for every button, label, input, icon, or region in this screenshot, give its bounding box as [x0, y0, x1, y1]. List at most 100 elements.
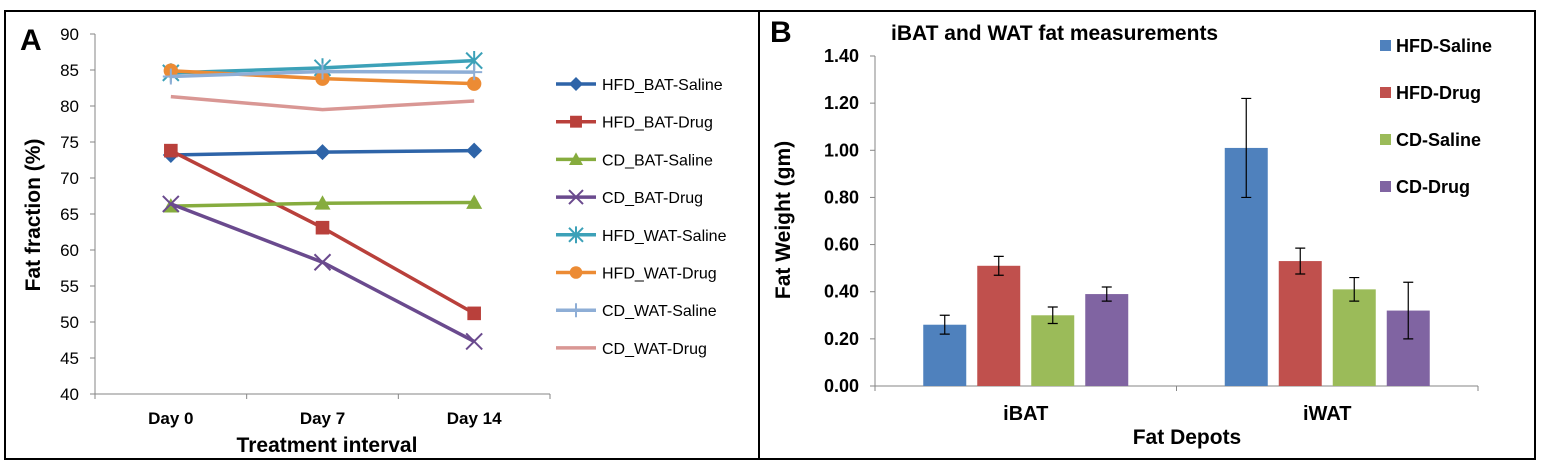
point-marker	[466, 64, 483, 81]
point-marker	[466, 76, 482, 91]
bar-cd-saline-ibat	[1031, 315, 1075, 386]
panel-a-series-hfd-bat-saline	[162, 142, 483, 163]
point-marker	[569, 266, 583, 279]
panel-b-label: B	[770, 16, 792, 49]
panel-a-x-tick-label: Day 14	[447, 409, 502, 428]
legend-label: CD_BAT-Drug	[602, 190, 703, 207]
panel-a-series-cd-bat-saline	[162, 194, 483, 213]
point-marker	[466, 194, 483, 209]
panel-a-plot: 40 45 50 55 60 65 70 75 80 85 90 Day 0 Day 7 Day 14 HF…	[60, 25, 726, 428]
point-marker	[569, 303, 583, 318]
point-marker	[569, 77, 583, 91]
panel-a-y-tick-label: 50	[60, 313, 79, 332]
legend-label: HFD_BAT-Drug	[602, 115, 713, 132]
panel-a-legend-item: CD_BAT-Drug	[556, 189, 703, 207]
panel-a-y-tick-label: 40	[60, 385, 79, 404]
error-bar	[1047, 306, 1058, 325]
panel-a-x-tick-label: Day 0	[148, 409, 193, 428]
error-bar	[1241, 97, 1252, 199]
legend-label: CD_WAT-Saline	[602, 303, 717, 320]
point-marker	[164, 143, 178, 158]
point-marker	[568, 189, 584, 205]
panel-a-label: A	[20, 24, 42, 57]
panel-b-y-tick-label: 0.20	[824, 329, 859, 349]
panel-a-y-tick-label: 85	[60, 61, 79, 80]
error-bar	[1295, 247, 1306, 275]
bar-hfd-drug-ibat	[977, 265, 1021, 386]
point-marker	[466, 142, 483, 159]
panel-b-y-tick-label: 0.40	[824, 282, 859, 302]
error-bar	[1101, 286, 1112, 302]
point-marker	[568, 226, 584, 244]
panel-b-legend-item: HFD-Drug	[1380, 83, 1481, 103]
panel-b-legend-item: CD-Saline	[1380, 130, 1481, 150]
series-line	[170, 94, 475, 112]
legend-label: HFD-Drug	[1396, 83, 1481, 103]
point-marker	[314, 144, 331, 161]
error-bar	[939, 314, 950, 335]
bar-cd-drug-ibat	[1085, 294, 1129, 386]
legend-label: CD_WAT-Drug	[602, 341, 707, 358]
panel-a-legend-item: CD_WAT-Saline	[556, 303, 717, 320]
panel-b-x-tick-label: iBAT	[1003, 403, 1048, 425]
point-marker	[569, 152, 583, 165]
legend-label: HFD-Saline	[1396, 36, 1492, 56]
panel-a-legend-item: CD_WAT-Drug	[556, 341, 707, 358]
panel-a-y-tick-label: 70	[60, 169, 79, 188]
panel-a-y-axis-title: Fat fraction (%)	[22, 139, 45, 292]
panel-b-x-axis-title: Fat Depots	[1133, 426, 1242, 449]
panel-a-y-tick-label: 75	[60, 133, 79, 152]
panel-a-y-tick-label: 90	[60, 25, 79, 44]
point-marker	[570, 115, 582, 128]
panel-a-series-cd-wat-drug	[170, 94, 475, 112]
panel-b-title: iBAT and WAT fat measurements	[891, 22, 1218, 45]
panel-b-x-tick-label: iWAT	[1303, 403, 1352, 425]
panel-a-series-cd-bat-drug	[162, 195, 483, 351]
panel-b-y-tick-label: 0.80	[824, 187, 859, 207]
panel-a-y-tick-label: 80	[60, 97, 79, 116]
error-bar	[1403, 281, 1414, 340]
legend-swatch	[1380, 134, 1391, 145]
legend-label: HFD_WAT-Saline	[602, 228, 727, 245]
legend-label: CD_BAT-Saline	[602, 152, 713, 169]
panel-a-x-axis-title: Treatment interval	[237, 434, 418, 457]
panel-a-legend-item: HFD_BAT-Saline	[556, 77, 723, 94]
bar-hfd-drug-iwat	[1278, 261, 1322, 386]
panel-b-y-tick-label: 1.20	[824, 93, 859, 113]
panel-a-legend-item: HFD_WAT-Drug	[556, 266, 717, 283]
panel-a-x-tick-label: Day 7	[300, 409, 345, 428]
panel-a-y-tick-label: 60	[60, 241, 79, 260]
panel-b-y-tick-label: 0.60	[824, 235, 859, 255]
bar-hfd-saline-ibat	[923, 324, 967, 386]
error-bar	[993, 255, 1004, 276]
legend-label: CD-Drug	[1396, 177, 1470, 197]
legend-label: HFD_BAT-Saline	[602, 77, 723, 94]
bar-cd-saline-iwat	[1332, 289, 1376, 386]
error-bar	[1349, 276, 1360, 302]
panel-b-frame	[758, 10, 1536, 460]
point-marker	[314, 63, 331, 80]
panel-b-plot: 0.00 0.20 0.40 0.60 0.80 1.00 1.20 1.40 iBAT iWAT…	[824, 36, 1492, 425]
panel-a-y-tick-label: 65	[60, 205, 79, 224]
panel-a-y-tick-label: 45	[60, 349, 79, 368]
panel-a-series-cd-wat-saline	[162, 63, 483, 85]
point-marker	[162, 68, 179, 85]
point-marker	[315, 220, 330, 235]
panel-a-legend-item: HFD_BAT-Drug	[556, 115, 713, 132]
legend-swatch	[1380, 87, 1391, 98]
panel-b-y-tick-label: 1.40	[824, 46, 859, 66]
legend-label: HFD_WAT-Drug	[602, 266, 717, 283]
panel-a-legend-item: CD_BAT-Saline	[556, 152, 713, 169]
point-marker	[314, 195, 331, 210]
panel-b-legend-item: HFD-Saline	[1380, 36, 1492, 56]
legend-swatch	[1380, 181, 1391, 192]
panel-b-y-tick-label: 1.00	[824, 140, 859, 160]
panel-b-legend-item: CD-Drug	[1380, 177, 1470, 197]
point-marker	[162, 195, 180, 213]
panel-b-y-axis-title: Fat Weight (gm)	[772, 141, 795, 299]
panel-a-y-tick-label: 55	[60, 277, 79, 296]
point-marker	[313, 253, 332, 271]
point-marker	[467, 306, 481, 321]
panel-a-legend-item: HFD_WAT-Saline	[556, 226, 727, 245]
